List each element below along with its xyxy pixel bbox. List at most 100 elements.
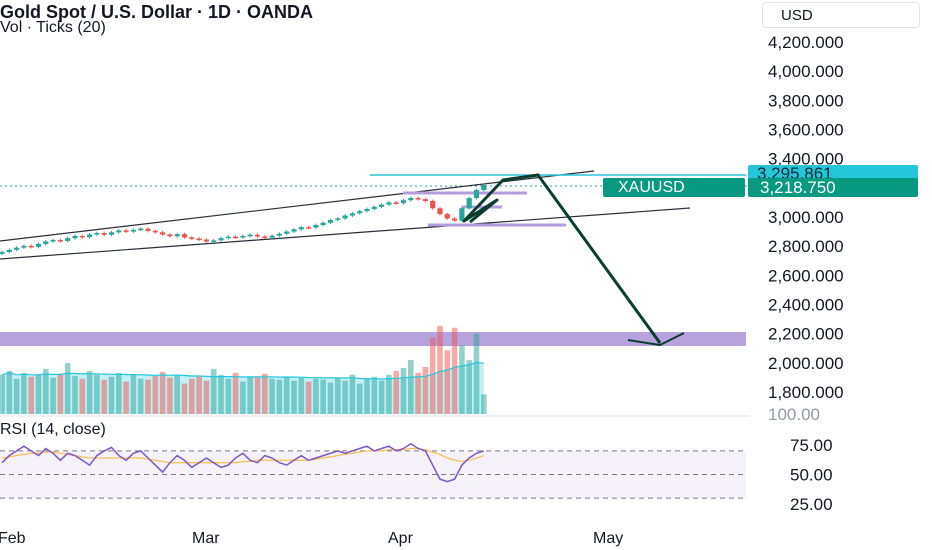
volume-bar bbox=[276, 379, 283, 414]
candle bbox=[320, 222, 326, 226]
volume-ma-line bbox=[1, 361, 484, 380]
rsi-indicator-label[interactable]: RSI (14, close) bbox=[0, 421, 106, 438]
volume-bar bbox=[481, 394, 487, 414]
volume-bar bbox=[356, 383, 363, 414]
candle bbox=[225, 236, 231, 239]
price-tick-label: 3,000.000 bbox=[768, 208, 844, 227]
volume-bar bbox=[21, 372, 27, 414]
volume-bar bbox=[408, 360, 414, 414]
rsi-tick-label: 75.00 bbox=[790, 436, 833, 455]
candle bbox=[415, 198, 421, 200]
volume-bar bbox=[50, 377, 56, 414]
candle bbox=[101, 233, 107, 235]
volume-bar bbox=[283, 376, 290, 414]
volume-bar bbox=[415, 372, 421, 414]
volume-bar bbox=[393, 370, 399, 414]
volume-bar bbox=[444, 350, 451, 414]
arrow-head bbox=[627, 332, 685, 346]
volume-bar bbox=[108, 376, 115, 414]
currency-button[interactable]: USD bbox=[762, 2, 920, 28]
volume-bar bbox=[189, 378, 195, 414]
volume-bar bbox=[72, 375, 78, 414]
candle bbox=[473, 190, 480, 199]
rsi-line bbox=[1, 442, 485, 483]
candle bbox=[14, 247, 20, 250]
candle bbox=[437, 208, 443, 215]
candle bbox=[138, 228, 144, 231]
candle bbox=[262, 236, 268, 239]
price-tick-label: 2,400.000 bbox=[768, 296, 844, 315]
candle bbox=[43, 241, 49, 244]
price-tick-label: 3,400.000 bbox=[768, 150, 844, 169]
candle bbox=[430, 200, 436, 209]
candle bbox=[379, 204, 385, 207]
support-zone bbox=[0, 332, 746, 346]
volume-bar bbox=[137, 378, 144, 414]
volume-bar bbox=[320, 379, 326, 414]
candle bbox=[408, 198, 414, 201]
volume-bar bbox=[429, 337, 436, 414]
volume-bar bbox=[400, 367, 407, 414]
price-tick-label: 1,800.000 bbox=[768, 383, 844, 402]
price-tick-label: 2,200.000 bbox=[768, 325, 844, 344]
rsi-tick-label: 100.00 bbox=[768, 405, 820, 424]
candle bbox=[130, 229, 136, 232]
candle bbox=[452, 218, 458, 221]
candle bbox=[160, 232, 166, 235]
time-tick-label: Apr bbox=[388, 530, 414, 547]
candle bbox=[87, 234, 93, 238]
candle bbox=[233, 236, 239, 239]
candle bbox=[291, 229, 297, 232]
volume-bar bbox=[123, 381, 129, 414]
volume-bar bbox=[422, 366, 429, 414]
candle bbox=[386, 202, 392, 205]
candle bbox=[276, 233, 282, 236]
volume-bar bbox=[247, 376, 253, 414]
volume-bar bbox=[86, 370, 93, 414]
volume-bar bbox=[225, 378, 232, 414]
volume-bar bbox=[451, 327, 458, 414]
channel-upper-line bbox=[0, 170, 595, 242]
candle bbox=[35, 243, 42, 247]
price-tick-label: 4,000.000 bbox=[768, 62, 844, 81]
volume-bar bbox=[145, 379, 151, 414]
volume-bar bbox=[181, 383, 188, 414]
candle bbox=[327, 219, 334, 223]
volume-bar bbox=[167, 377, 173, 414]
candle bbox=[145, 228, 151, 231]
candle bbox=[357, 211, 363, 214]
candle bbox=[393, 202, 399, 204]
last-price-badge bbox=[748, 178, 918, 197]
projection-path bbox=[462, 173, 662, 344]
candle bbox=[196, 238, 202, 241]
volume-bar bbox=[364, 378, 370, 414]
volume-bar bbox=[79, 378, 86, 414]
rsi-tick-label: 25.00 bbox=[790, 495, 833, 514]
volume-bar bbox=[269, 378, 275, 414]
candle bbox=[240, 235, 246, 238]
candle bbox=[50, 240, 56, 242]
volume-bar bbox=[196, 376, 202, 414]
volume-bar bbox=[35, 374, 42, 414]
last-price-badge-text: 3,218.750 bbox=[760, 178, 836, 197]
candle bbox=[57, 240, 63, 242]
candle bbox=[284, 231, 290, 234]
candle bbox=[0, 252, 5, 254]
volume-bar bbox=[240, 381, 246, 414]
volume-bar bbox=[64, 363, 71, 414]
time-tick-label: May bbox=[593, 530, 623, 547]
candle bbox=[181, 234, 188, 238]
candle bbox=[218, 238, 224, 241]
volume-bar bbox=[305, 381, 312, 414]
volume-bar bbox=[116, 372, 122, 414]
candle bbox=[269, 235, 275, 238]
volume-indicator-label[interactable]: Vol · Ticks (20) bbox=[0, 19, 106, 36]
candle bbox=[211, 240, 217, 242]
candle bbox=[174, 234, 180, 237]
volume-bar bbox=[349, 374, 356, 414]
volume-bar bbox=[94, 374, 100, 414]
volume-bar bbox=[43, 368, 49, 414]
chart-title: Gold Spot / U.S. Dollar · 1D · OANDA bbox=[0, 2, 314, 22]
volume-bar bbox=[13, 378, 20, 414]
